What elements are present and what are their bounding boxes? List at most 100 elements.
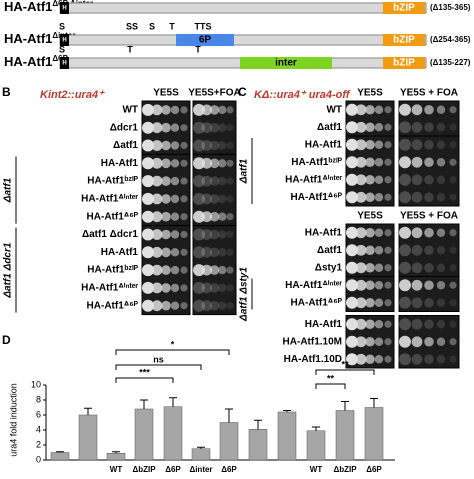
colony-spot: [346, 138, 358, 151]
colony-spot: [449, 158, 457, 166]
colony-spot: [384, 281, 392, 289]
colony-spot: [384, 320, 392, 328]
colony-spot: [424, 227, 434, 238]
sixp-box: [176, 34, 234, 46]
colony-spot: [399, 318, 411, 331]
colony-spot: [449, 299, 457, 307]
colony-spot: [193, 192, 205, 205]
error-bar: [169, 397, 177, 407]
colony-spot: [399, 103, 411, 116]
panel-letter: D: [2, 333, 11, 347]
bzip-box: [383, 34, 425, 46]
colony-spot: [449, 123, 457, 131]
colony-spot: [151, 140, 163, 151]
colony-spot: [209, 265, 220, 275]
row-label: Δsty1: [315, 262, 343, 273]
bar: [50, 452, 70, 461]
colony-spot: [374, 263, 384, 272]
y-axis-label: ura4 fold induction: [8, 383, 18, 457]
row-label: Δatf1: [317, 245, 342, 256]
colony-spot: [384, 158, 392, 166]
colony-spot: [365, 122, 375, 133]
error-bar: [140, 399, 148, 409]
colony-spot: [384, 338, 392, 346]
error-bar: [254, 419, 262, 430]
colony-spot: [365, 104, 375, 115]
colony-spot: [399, 279, 411, 292]
colony-spot: [193, 121, 205, 134]
site-label: TTS: [195, 21, 212, 31]
colony-spot: [436, 263, 446, 272]
y-tick-label: 10: [31, 379, 41, 389]
bar: [163, 406, 183, 461]
column-header: YE5S: [153, 88, 179, 99]
colony-spot: [399, 226, 411, 239]
colony-spot: [436, 158, 446, 167]
colony-spot: [161, 140, 171, 151]
colony-spot: [193, 228, 205, 241]
row-label: HA-Atf1ᐞⁱⁿᵗᵉʳ: [285, 279, 342, 291]
colony-spot: [436, 246, 446, 255]
colony-spot: [449, 281, 457, 289]
colony-spot: [180, 284, 188, 292]
colony-spot: [436, 298, 446, 307]
colony-spot: [355, 279, 367, 291]
x-tick-label: ΔbZIP: [132, 465, 156, 474]
colony-spot: [365, 297, 375, 308]
colony-spot: [170, 230, 180, 239]
colony-spot: [218, 248, 227, 257]
significance-label: **: [327, 373, 335, 383]
colony-spot: [355, 156, 367, 168]
colony-spot: [209, 194, 220, 204]
colony-spot: [449, 355, 457, 363]
site-label: S: [59, 21, 65, 31]
colony-spot: [384, 355, 392, 363]
site-label: S: [149, 21, 155, 31]
colony-spot: [170, 265, 180, 275]
bzip-box: [383, 2, 425, 14]
colony-spot: [151, 211, 163, 223]
colony-spot: [424, 192, 434, 203]
colony-spot: [226, 106, 234, 114]
colony-spot: [142, 228, 154, 241]
colony-spot: [142, 175, 154, 188]
colony-spot: [449, 320, 457, 328]
colony-spot: [384, 193, 392, 201]
colony-spot: [355, 353, 367, 365]
colony-spot: [374, 246, 384, 255]
colony-spot: [226, 302, 234, 310]
colony-spot: [449, 338, 457, 346]
construct-label: HA-Atf1Δ6P: [4, 54, 69, 69]
error-bar: [283, 410, 291, 412]
construct-name: HA-Atf1: [4, 0, 52, 14]
sixp-label: 6P: [199, 35, 212, 46]
colony-spot: [374, 193, 384, 202]
colony-spot: [374, 281, 384, 290]
row-label: Δatf1: [317, 122, 342, 133]
row-label: Δdcr1: [110, 122, 139, 133]
row-label: HA-Atf1ᐞ⁶ᴾ: [291, 192, 343, 203]
colony-spot: [201, 264, 213, 276]
x-tick-label: WT: [310, 465, 323, 474]
colony-spot: [209, 247, 220, 258]
x-tick-label: Δ6P: [366, 465, 382, 474]
column-header: YE5S+FOA: [188, 88, 241, 99]
h-box: [60, 57, 69, 69]
column-header: YE5S + FOA: [400, 88, 458, 99]
colony-spot: [180, 106, 188, 114]
colony-spot: [436, 193, 446, 202]
colony-spot: [161, 283, 171, 293]
colony-spot: [411, 318, 423, 330]
colony-spot: [201, 104, 213, 116]
bar: [364, 407, 384, 461]
colony-spot: [218, 159, 227, 168]
protein-bar: [59, 34, 427, 46]
colony-spot: [346, 191, 358, 204]
colony-spot: [170, 283, 180, 293]
colony-spot: [355, 104, 367, 116]
bar: [306, 430, 326, 461]
significance-label: ***: [139, 367, 150, 377]
colony-spot: [226, 141, 234, 150]
colony-spot: [374, 228, 384, 237]
colony-spot: [180, 177, 188, 185]
